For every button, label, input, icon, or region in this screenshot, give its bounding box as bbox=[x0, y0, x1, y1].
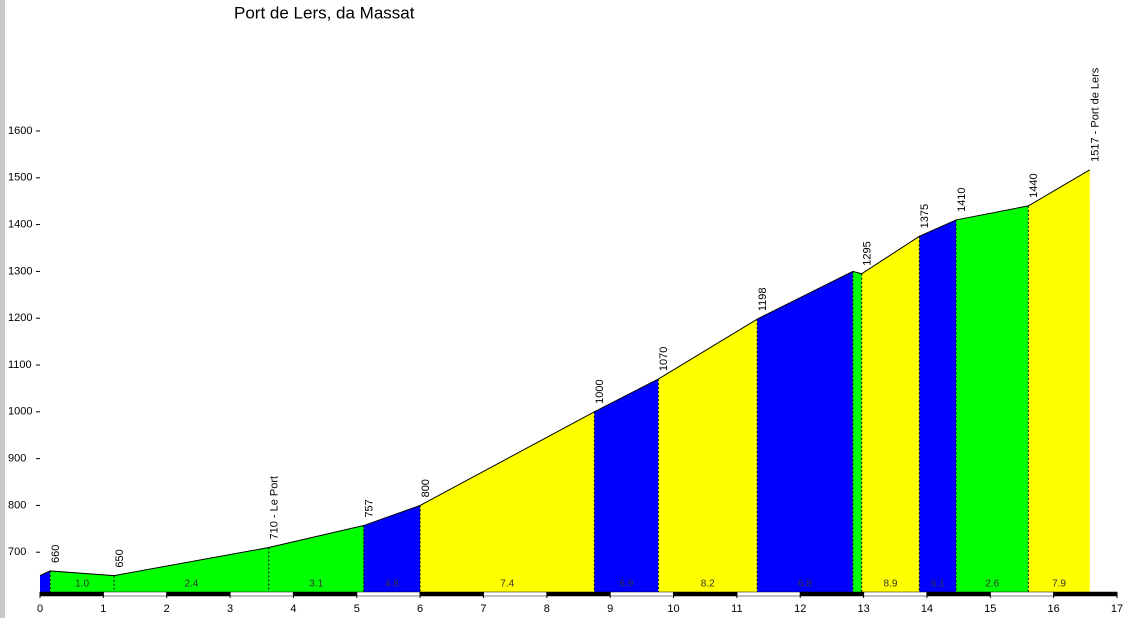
profile-line bbox=[39, 169, 1091, 577]
segment bbox=[114, 547, 269, 592]
point-label: 650 bbox=[114, 549, 126, 567]
x-tick-label: 2 bbox=[164, 603, 170, 615]
scale-bar bbox=[356, 591, 421, 597]
x-tick-label: 11 bbox=[731, 603, 742, 615]
x-tick-label: 14 bbox=[921, 603, 933, 615]
y-tick-label: 1400 bbox=[8, 219, 32, 231]
scale-bar bbox=[799, 591, 864, 597]
scale-bar bbox=[419, 591, 484, 597]
scale-bar bbox=[39, 591, 104, 597]
grade-label: 2.4 bbox=[184, 579, 198, 590]
y-tick-label: 1100 bbox=[8, 359, 32, 371]
point-label: 1000 bbox=[594, 379, 606, 403]
point-label: 660 bbox=[50, 545, 62, 563]
x-tick-label: 12 bbox=[794, 603, 806, 615]
scale-bar bbox=[293, 591, 358, 597]
y-tick-label: 1200 bbox=[8, 312, 32, 324]
grade-label: 6.9 bbox=[619, 579, 633, 590]
x-tick-label: 10 bbox=[667, 603, 679, 615]
y-tick-label: 1000 bbox=[8, 406, 32, 418]
grade-label: 6.8 bbox=[798, 579, 812, 590]
segment bbox=[658, 319, 758, 592]
x-tick-label: 7 bbox=[480, 603, 486, 615]
scale-bar bbox=[990, 591, 1054, 597]
segment bbox=[956, 205, 1029, 593]
grade-label: 3.1 bbox=[309, 579, 323, 590]
scale-bar bbox=[863, 591, 928, 597]
scale-bar bbox=[229, 591, 294, 597]
grade-label: 8.9 bbox=[884, 579, 898, 590]
grade-label: 7.4 bbox=[500, 579, 514, 590]
scale-bar bbox=[483, 591, 548, 597]
point-label: 1198 bbox=[757, 287, 769, 311]
segment bbox=[40, 570, 51, 592]
x-tick-label: 13 bbox=[857, 603, 869, 615]
scale-bar bbox=[103, 591, 167, 597]
grade-label: 4.8 bbox=[385, 579, 399, 590]
segment bbox=[919, 219, 957, 592]
segment bbox=[50, 570, 115, 592]
x-tick-label: 4 bbox=[290, 603, 296, 615]
grade-label: 2.6 bbox=[985, 579, 999, 590]
scale-bar bbox=[166, 591, 231, 597]
x-tick-label: 8 bbox=[544, 603, 550, 615]
scale-bar bbox=[546, 591, 611, 597]
segment bbox=[420, 411, 595, 592]
segment bbox=[363, 505, 421, 592]
segment bbox=[594, 379, 659, 592]
x-tick-label: 17 bbox=[1111, 603, 1123, 615]
left-border bbox=[0, 0, 5, 618]
point-label: 800 bbox=[420, 479, 432, 497]
scale-bar bbox=[1053, 591, 1118, 597]
point-label: 757 bbox=[364, 499, 376, 517]
scale-bar bbox=[609, 591, 674, 597]
y-tick-label: 700 bbox=[8, 546, 26, 558]
x-tick-label: 1 bbox=[100, 603, 106, 615]
segment bbox=[852, 271, 862, 592]
segment bbox=[861, 236, 920, 592]
segment bbox=[1028, 169, 1090, 592]
segment bbox=[757, 271, 853, 592]
x-tick-label: 5 bbox=[354, 603, 360, 615]
x-tick-label: 3 bbox=[227, 603, 233, 615]
y-tick-label: 1600 bbox=[8, 125, 32, 137]
x-tick-label: 6 bbox=[417, 603, 423, 615]
y-tick-label: 900 bbox=[8, 453, 26, 465]
point-label: 1410 bbox=[956, 187, 968, 211]
scale-bar bbox=[736, 591, 801, 597]
grade-label: 1.0 bbox=[75, 579, 89, 590]
grade-label: 6.1 bbox=[931, 579, 945, 590]
point-label: 1517 - Port de Lers bbox=[1090, 67, 1102, 162]
x-tick-label: 16 bbox=[1048, 603, 1060, 615]
scale-bar bbox=[926, 591, 991, 597]
x-tick-label: 15 bbox=[984, 603, 996, 615]
chart-title: Port de Lers, da Massat bbox=[234, 3, 415, 22]
grade-label: 7.9 bbox=[1052, 579, 1066, 590]
scale-bar bbox=[673, 591, 738, 597]
point-label: 1440 bbox=[1028, 173, 1040, 197]
point-label: 1070 bbox=[658, 347, 670, 371]
x-tick-label: 0 bbox=[37, 603, 43, 615]
y-tick-label: 1300 bbox=[8, 265, 32, 277]
point-label: 1375 bbox=[919, 204, 931, 228]
point-label: 710 - Le Port bbox=[269, 476, 281, 540]
y-tick-label: 800 bbox=[8, 499, 26, 511]
x-tick-label: 9 bbox=[607, 603, 613, 615]
y-tick-label: 1500 bbox=[8, 172, 32, 184]
grade-label: 8.2 bbox=[701, 579, 715, 590]
point-label: 1295 bbox=[862, 241, 874, 265]
